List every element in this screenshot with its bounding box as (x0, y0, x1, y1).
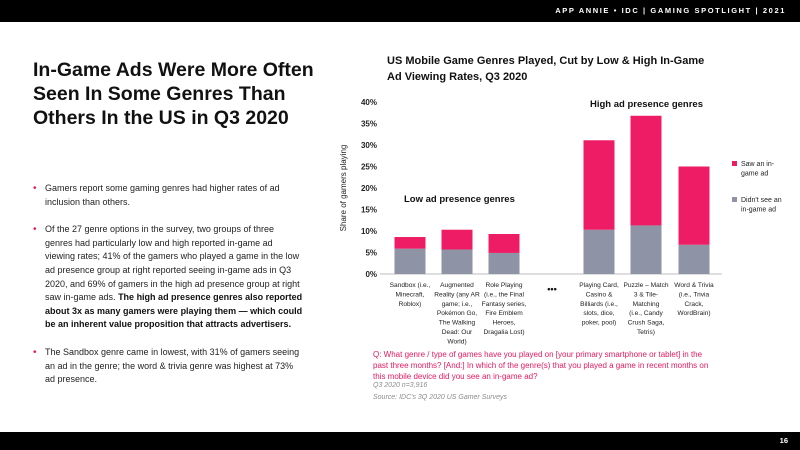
y-tick-label: 10% (361, 227, 377, 236)
x-tick-label: 3 & Tile- (634, 291, 658, 298)
y-tick-label: 35% (361, 120, 377, 129)
bullet-text: Gamers report some gaming genres had hig… (45, 183, 280, 207)
bar-segment-saw-ad (394, 237, 426, 249)
bar-segment-didnt-see-ad (394, 248, 426, 274)
bar-segment-didnt-see-ad (678, 244, 710, 274)
bullet-item: Of the 27 genre options in the survey, t… (33, 223, 303, 332)
legend-label: Saw an in- (741, 161, 775, 168)
axis-break-marker: ••• (547, 284, 556, 294)
y-tick-label: 5% (365, 249, 377, 258)
x-tick-label: WordBrain) (677, 310, 710, 317)
x-tick-label: Fantasy series, (482, 301, 527, 308)
bar-segment-didnt-see-ad (488, 252, 520, 274)
x-tick-label: Dead: Our (442, 329, 473, 336)
top-bar: APP ANNIE • IDC | GAMING SPOTLIGHT | 202… (0, 0, 800, 22)
bullet-bold-text: The high ad presence genres also reporte… (45, 292, 303, 330)
x-tick-label: Heroes, (492, 320, 515, 327)
y-tick-label: 40% (361, 98, 377, 107)
y-tick-label: 20% (361, 184, 377, 193)
x-tick-label: Fire Emblem (485, 310, 523, 317)
survey-question: Q: What genre / type of games have you p… (373, 350, 709, 381)
x-tick-label: (i.e., Candy (629, 310, 663, 317)
x-tick-label: Pokémon Go, (437, 310, 477, 317)
x-tick-label: slots, dice, (583, 310, 614, 317)
x-tick-label: Playing Card, (579, 282, 619, 289)
chart-title: US Mobile Game Genres Played, Cut by Low… (387, 55, 705, 83)
legend-label: game ad (741, 170, 768, 177)
x-tick-label: (i.e., the Final (484, 291, 524, 298)
x-tick-label: Sandbox (i.e., (390, 282, 431, 289)
sample-size: Q3 2020 n=3,916 (373, 382, 428, 389)
x-tick-label: Dragalia Lost) (483, 329, 524, 336)
y-tick-label: 30% (361, 141, 377, 150)
bullet-text: The Sandbox genre came in lowest, with 3… (45, 346, 300, 385)
legend-label: in-game ad (741, 206, 776, 213)
x-tick-label: poker, pool) (582, 320, 616, 327)
x-tick-label: game; i.e., (442, 301, 473, 308)
x-tick-label: The Walking (439, 320, 476, 327)
x-tick-label: Puzzle – Match (623, 282, 668, 289)
x-tick-label: (i.e., Trivia (679, 291, 710, 298)
bar-segment-saw-ad (630, 115, 662, 226)
y-tick-label: 0% (365, 270, 377, 279)
bar-segment-didnt-see-ad (583, 229, 615, 274)
x-tick-label: Augmented (440, 282, 474, 289)
y-tick-label: 15% (361, 206, 377, 215)
bottom-bar: 16 (0, 432, 800, 450)
bar-segment-didnt-see-ad (441, 249, 473, 274)
legend-label: Didn't see an (741, 197, 782, 204)
x-tick-label: Role Playing (485, 282, 522, 289)
bar-segment-saw-ad (678, 166, 710, 245)
x-tick-label: Matching (633, 301, 660, 308)
y-tick-label: 25% (361, 163, 377, 172)
bar-segment-saw-ad (583, 140, 615, 230)
x-tick-label: Roblox) (399, 301, 422, 308)
bar-segment-didnt-see-ad (630, 225, 662, 274)
x-tick-label: Billiards (i.e., (580, 301, 618, 308)
x-tick-label: World) (447, 338, 466, 345)
bar-segment-saw-ad (441, 229, 473, 250)
x-tick-label: Word & Trivia (674, 282, 714, 289)
x-tick-label: Reality (any AR (434, 291, 480, 298)
x-tick-label: Tetris) (637, 329, 655, 336)
bar-segment-saw-ad (488, 234, 520, 253)
x-tick-label: Minecraft, (396, 291, 425, 298)
x-tick-label: Casino & (586, 291, 613, 298)
y-axis-label: Share of gamers playing (339, 145, 348, 232)
bullet-item: Gamers report some gaming genres had hig… (33, 182, 303, 209)
stacked-bar-chart: 0% 5% 10% 15% 20% 25% 30% 35% 40% Share of gamers… (339, 98, 782, 345)
bullet-text: Of the 27 genre options in the survey, t… (45, 224, 300, 303)
bullet-list: Gamers report some gaming genres had hig… (33, 182, 303, 401)
page-number: 16 (779, 436, 788, 445)
brand-header: APP ANNIE • IDC | GAMING SPOTLIGHT | 202… (555, 6, 786, 15)
x-tick-label: Crush Saga, (628, 320, 665, 327)
group-label-low: Low ad presence genres (404, 194, 515, 205)
bullet-item: The Sandbox genre came in lowest, with 3… (33, 346, 303, 387)
legend-swatch (732, 197, 737, 202)
page-title: In-Game Ads Were More Often Seen In Some… (33, 59, 314, 129)
x-tick-label: Crack, (684, 301, 703, 308)
source-note: Source: IDC's 3Q 2020 US Gamer Surveys (373, 394, 507, 401)
group-label-high: High ad presence genres (590, 99, 703, 110)
legend-swatch (732, 161, 737, 166)
